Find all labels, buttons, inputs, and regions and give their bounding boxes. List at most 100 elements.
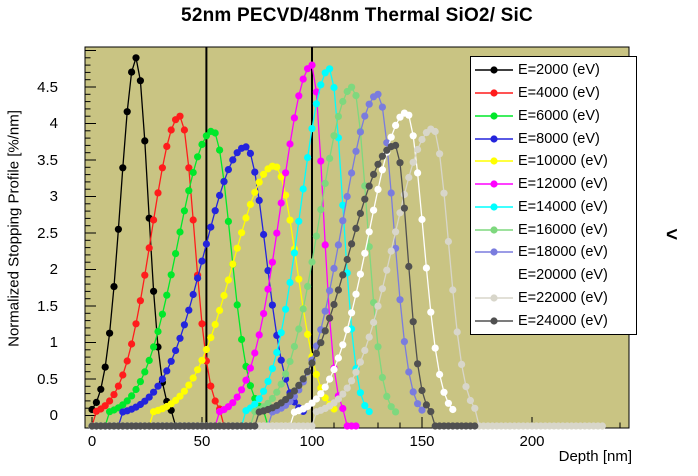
legend-label: E=22000 (eV) (518, 289, 608, 306)
curve-marker-24000 (321, 327, 329, 335)
x-tick-label-100: 100 (299, 433, 325, 450)
curve-marker-24000 (422, 401, 430, 409)
curve-marker-22000 (418, 135, 426, 144)
curve-marker-18000 (409, 388, 417, 396)
curve-marker-22000 (370, 318, 378, 326)
curve-marker-12000 (238, 386, 246, 394)
curve-marker-16000 (334, 112, 342, 120)
curve-marker-14000 (312, 100, 320, 108)
curve-marker-24000 (317, 339, 325, 347)
curve-marker-12000 (233, 393, 241, 401)
curve-marker-20000 (317, 390, 325, 398)
curve-marker-6000 (136, 378, 144, 386)
y-tick-label-0.5: 0.5 (37, 370, 58, 388)
curve-marker-12000 (352, 422, 360, 430)
curve-marker-14000 (268, 365, 276, 373)
curve-marker-22000 (462, 383, 470, 391)
curve-marker-8000 (198, 257, 206, 265)
curve-marker-2000 (123, 108, 131, 116)
curve-marker-22000 (396, 209, 404, 217)
curve-marker-4000 (150, 216, 158, 224)
curve-marker-8000 (180, 321, 188, 329)
curve-marker-20000 (374, 185, 382, 193)
curve-marker-2000 (92, 398, 100, 406)
curve-marker-10000 (304, 330, 312, 338)
curve-marker-18000 (396, 296, 404, 304)
curve-marker-10000 (260, 170, 268, 178)
curve-marker-12000 (277, 199, 285, 207)
curve-marker-24000 (361, 195, 369, 203)
curve-marker-24000 (334, 286, 342, 294)
curve-marker-14000 (299, 185, 307, 193)
curve-marker-4000 (128, 340, 136, 348)
curve-marker-20000 (414, 169, 422, 177)
x-tick-label-150: 150 (409, 433, 435, 450)
curve-marker-22000 (378, 285, 386, 293)
curve-marker-16000 (295, 325, 303, 333)
curve-marker-16000 (268, 394, 276, 403)
curve-marker-18000 (321, 307, 329, 315)
legend-marker-icon (475, 135, 513, 143)
curve-marker-24000 (409, 318, 417, 326)
curve-marker-4000 (167, 126, 175, 134)
curve-marker-10000 (246, 200, 254, 208)
curve-marker-4000 (110, 391, 118, 399)
curve-marker-22000 (405, 173, 413, 182)
legend-marker-icon (475, 317, 513, 325)
curve-marker-16000 (273, 388, 281, 396)
curve-marker-10000 (202, 345, 210, 354)
curve-marker-22000 (414, 145, 422, 154)
curve-marker-24000 (352, 224, 360, 232)
y-tick-label-4: 4 (49, 115, 58, 132)
curve-marker-10000 (286, 216, 294, 224)
curve-marker-24000 (400, 204, 408, 212)
curve-marker-14000 (286, 278, 294, 287)
curve-marker-18000 (378, 103, 386, 111)
legend-entry-e2000: E=2000 (eV) (475, 59, 636, 81)
x-tick-label-50: 50 (193, 433, 211, 450)
curve-marker-24000 (365, 182, 373, 190)
curve-marker-8000 (255, 196, 263, 204)
curve-marker-24000 (330, 300, 338, 309)
curve-marker-4000 (141, 271, 149, 279)
legend-marker-icon (475, 112, 513, 120)
curve-marker-12000 (242, 376, 250, 384)
curve-marker-18000 (387, 189, 395, 197)
curve-marker-10000 (255, 178, 263, 186)
curve-marker-12000 (264, 285, 272, 293)
y-tick-label-1: 1 (49, 334, 58, 351)
curve-marker-12000 (290, 114, 298, 122)
curve-marker-22000 (598, 422, 607, 430)
y-tick-label-2: 2 (49, 261, 58, 278)
curve-marker-8000 (172, 346, 180, 355)
curve-marker-2000 (141, 137, 149, 145)
curve-marker-6000 (180, 207, 188, 215)
curve-marker-12000 (317, 157, 325, 165)
curve-marker-4000 (163, 142, 171, 150)
curve-marker-16000 (304, 282, 312, 290)
curve-marker-20000 (422, 264, 430, 272)
curve-marker-10000 (194, 366, 202, 374)
curve-marker-12000 (339, 404, 347, 413)
curve-marker-8000 (242, 143, 250, 151)
curve-marker-2000 (97, 385, 105, 393)
curve-marker-8000 (268, 301, 276, 309)
curve-marker-10000 (312, 370, 320, 378)
curve-marker-20000 (334, 354, 342, 362)
curve-marker-20000 (392, 121, 400, 129)
curve-marker-22000 (339, 390, 347, 398)
curve-marker-4000 (207, 382, 215, 390)
curve-marker-22000 (449, 286, 457, 294)
curve-marker-10000 (233, 244, 241, 252)
legend-label: E=18000 (eV) (518, 244, 608, 261)
curve-marker-10000 (273, 163, 281, 171)
curve-marker-20000 (418, 215, 426, 224)
curve-marker-10000 (295, 275, 303, 283)
curve-marker-24000 (312, 349, 320, 357)
curve-marker-2000 (128, 68, 136, 76)
curve-marker-6000 (163, 291, 171, 299)
curve-marker-6000 (198, 140, 206, 148)
curve-marker-18000 (405, 368, 413, 376)
curve-marker-6000 (185, 187, 193, 195)
legend-entry-e22000: E=22000 (eV) (475, 287, 636, 309)
